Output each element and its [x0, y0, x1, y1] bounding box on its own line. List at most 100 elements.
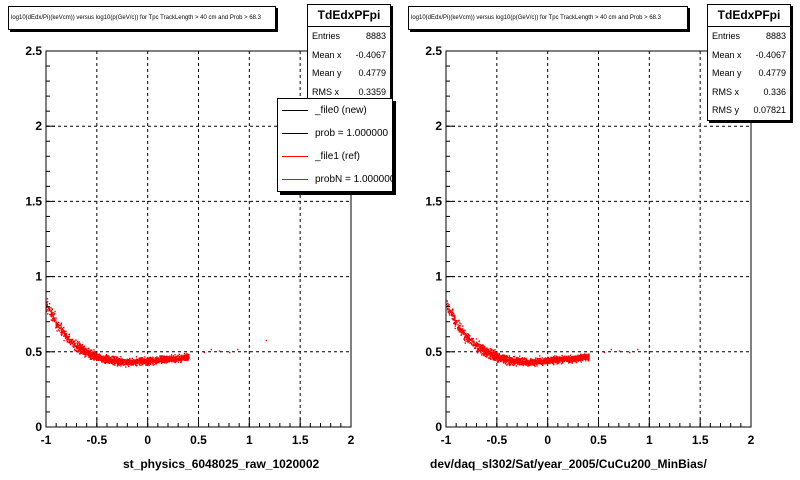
data-point	[550, 359, 552, 361]
legend-line-swatch	[282, 133, 308, 134]
data-point	[477, 348, 479, 350]
data-point	[540, 361, 542, 363]
data-point	[476, 349, 478, 352]
data-point	[543, 361, 545, 363]
data-point	[506, 364, 508, 366]
data-point	[170, 360, 172, 362]
stats-row: Entries 8883	[708, 27, 790, 46]
data-point	[122, 361, 125, 363]
data-point	[105, 361, 107, 363]
data-point	[183, 355, 185, 357]
data-point	[557, 362, 559, 365]
data-point	[566, 356, 568, 359]
data-point	[492, 350, 494, 353]
data-point	[554, 360, 556, 362]
data-point	[47, 313, 49, 315]
data-point	[60, 324, 62, 326]
data-point	[141, 362, 144, 364]
data-point	[96, 358, 98, 361]
data-point	[129, 360, 131, 362]
data-point	[568, 360, 570, 362]
data-point	[552, 360, 554, 363]
data-point	[119, 364, 122, 366]
data-point	[450, 314, 453, 316]
data-point	[172, 357, 174, 360]
data-point	[108, 360, 111, 363]
data-point	[471, 338, 474, 340]
left-plot-panel: -1 -0.5 0 0.5 1 1.5 2 0 0.5 1 1.5 2 2.5 log10(dEdx/P…	[8, 4, 393, 471]
data-point	[480, 347, 482, 349]
data-point	[571, 357, 573, 359]
data-point	[466, 335, 468, 338]
data-point	[458, 328, 461, 330]
data-point	[146, 356, 149, 359]
data-point	[46, 309, 48, 311]
data-point	[551, 359, 554, 361]
data-point	[464, 336, 466, 338]
data-point	[459, 325, 461, 327]
data-point	[172, 356, 175, 358]
data-point	[142, 362, 145, 364]
data-point	[539, 355, 541, 357]
data-point	[453, 316, 455, 318]
data-point	[560, 357, 562, 359]
data-point	[447, 308, 449, 310]
data-point	[558, 357, 560, 360]
data-point	[186, 353, 188, 355]
data-point	[138, 360, 141, 362]
data-point	[458, 326, 461, 329]
data-point	[91, 357, 94, 360]
legend-entry: _file0 (new)	[278, 99, 392, 122]
data-point	[145, 361, 147, 363]
data-point	[78, 350, 80, 353]
data-point	[146, 360, 148, 362]
data-point	[50, 319, 52, 321]
data-point	[57, 326, 60, 329]
data-point	[476, 347, 478, 350]
data-point	[98, 355, 100, 357]
data-point	[569, 358, 571, 360]
data-point	[499, 358, 502, 361]
x-tick-label: -1	[441, 433, 452, 447]
data-point	[471, 343, 473, 345]
data-point	[63, 339, 65, 342]
data-point	[460, 334, 462, 336]
data-point	[546, 362, 548, 365]
data-point	[491, 352, 494, 354]
data-point	[132, 361, 135, 363]
data-point	[460, 333, 463, 335]
data-point	[210, 348, 213, 351]
data-point	[141, 364, 143, 366]
data-point	[524, 364, 527, 366]
data-point	[468, 338, 470, 341]
data-point	[94, 358, 96, 361]
data-point	[53, 318, 56, 320]
data-point	[482, 344, 484, 346]
data-point	[107, 359, 110, 362]
data-point	[135, 356, 138, 358]
stats-value: -0.4067	[755, 49, 786, 60]
data-point	[63, 326, 65, 329]
data-point	[83, 353, 86, 356]
data-point	[552, 362, 554, 364]
legend-entry: prob = 1.000000	[278, 122, 392, 145]
data-point	[112, 363, 115, 366]
data-point	[477, 343, 479, 346]
data-point	[520, 362, 523, 365]
data-point	[507, 360, 509, 362]
data-point	[584, 354, 586, 356]
data-point	[533, 361, 536, 363]
data-point	[112, 356, 115, 358]
data-point	[171, 359, 173, 361]
data-point	[469, 335, 471, 337]
data-point	[531, 360, 533, 362]
data-point	[82, 349, 84, 352]
data-point	[51, 314, 53, 317]
data-point	[104, 355, 107, 358]
data-point	[474, 343, 476, 345]
x-tick-label: 1	[646, 433, 653, 447]
data-point	[78, 353, 81, 355]
data-point	[72, 343, 74, 346]
data-point	[505, 356, 507, 359]
data-point	[515, 361, 517, 363]
